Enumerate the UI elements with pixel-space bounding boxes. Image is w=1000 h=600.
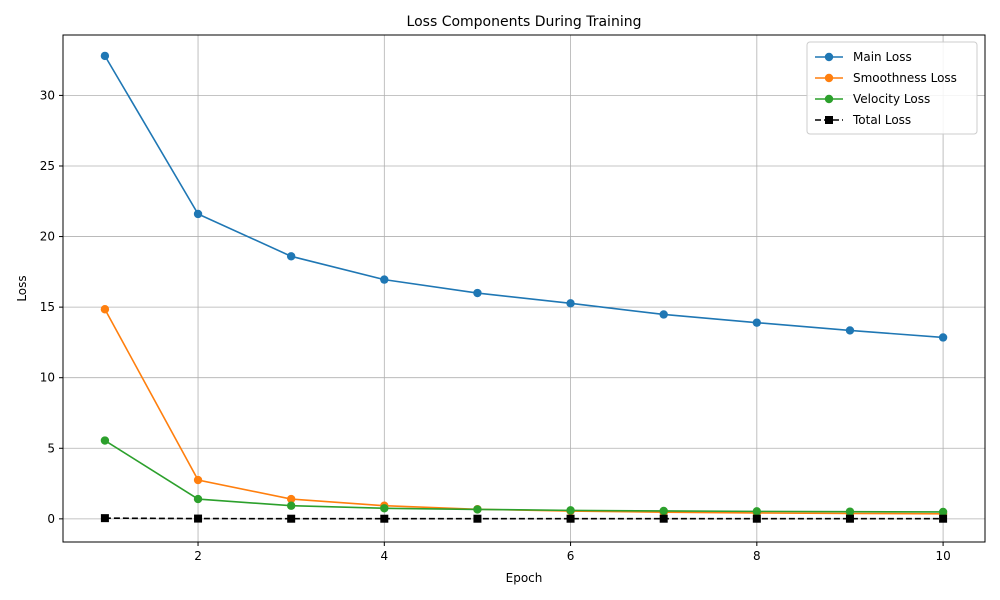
data-point (473, 514, 482, 523)
data-point (100, 514, 109, 523)
y-tick-label: 10 (40, 371, 55, 385)
data-point (380, 504, 389, 513)
data-point (752, 514, 761, 523)
x-tick-label: 4 (380, 549, 388, 563)
data-point (659, 310, 668, 319)
data-point (566, 514, 575, 523)
data-point (659, 506, 668, 516)
data-point (566, 506, 575, 515)
series-layer (100, 51, 948, 523)
data-point (286, 252, 296, 261)
x-axis-label: Epoch (506, 571, 543, 585)
series-velocity-loss (100, 436, 948, 517)
data-point (845, 514, 854, 523)
data-point (287, 514, 296, 523)
data-point (659, 514, 668, 523)
y-tick-label: 5 (47, 441, 55, 455)
y-tick-label: 0 (47, 512, 55, 526)
data-point (193, 209, 203, 219)
data-point (100, 436, 110, 445)
data-point (193, 494, 203, 504)
plot-frame (62, 34, 986, 543)
data-point (752, 318, 762, 327)
series-line (104, 55, 944, 339)
y-tick-label: 20 (40, 230, 55, 244)
legend-box (806, 41, 978, 135)
data-point (938, 333, 948, 342)
data-point (100, 51, 110, 61)
data-point (473, 288, 482, 298)
series-line (104, 439, 944, 513)
data-point (473, 505, 482, 514)
data-point (566, 299, 575, 308)
series-line (104, 517, 944, 520)
legend-label: Total Loss (852, 113, 911, 127)
legend-item: Velocity Loss (815, 92, 930, 106)
legend-item: Main Loss (815, 50, 912, 64)
series-main-loss (100, 51, 948, 342)
data-point (194, 514, 203, 523)
x-tick-label: 6 (567, 549, 575, 563)
legend-marker (825, 116, 833, 124)
chart-title: Loss Components During Training (407, 14, 642, 30)
y-axis-label: Loss (15, 275, 29, 301)
series-total-loss (100, 514, 948, 523)
data-point (100, 305, 110, 314)
data-point (938, 507, 948, 517)
legend-label: Smoothness Loss (853, 71, 957, 85)
data-point (845, 507, 855, 516)
data-point (380, 275, 389, 284)
series-smoothness-loss (100, 305, 948, 518)
legend-item: Total Loss (815, 113, 911, 127)
legend-item: Smoothness Loss (815, 71, 957, 85)
legend-marker (824, 52, 834, 62)
y-axis-ticks: 0 5 10 15 20 25 30 (40, 88, 63, 526)
legend-label: Main Loss (853, 50, 912, 64)
data-point (286, 494, 296, 504)
x-tick-label: 8 (753, 549, 761, 563)
series-line (104, 308, 944, 515)
x-tick-label: 10 (935, 549, 950, 563)
legend-label: Velocity Loss (853, 92, 930, 106)
x-axis-ticks: 2 4 6 8 10 (194, 542, 951, 563)
x-tick-label: 2 (194, 549, 202, 563)
y-tick-label: 25 (40, 159, 55, 173)
data-point (939, 514, 948, 523)
legend-marker (824, 94, 834, 104)
data-point (193, 475, 203, 485)
legend-marker (824, 73, 834, 83)
data-point (380, 514, 389, 523)
legend: Main Loss Smoothness Loss Velocity Loss Tot… (806, 41, 978, 135)
y-tick-label: 30 (40, 88, 55, 102)
data-point (286, 501, 296, 510)
data-point (845, 326, 855, 335)
y-tick-label: 15 (40, 300, 55, 314)
data-point (752, 507, 762, 516)
